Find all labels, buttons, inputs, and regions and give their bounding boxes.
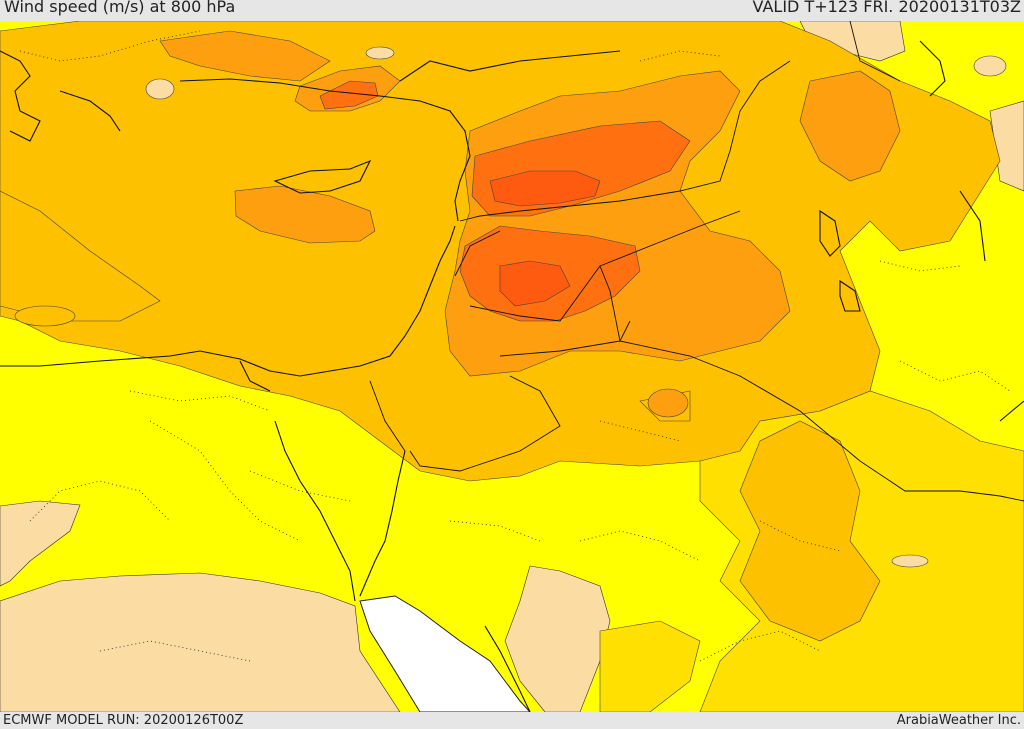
coastlines bbox=[0, 40, 1024, 712]
footer-bar: ECMWF MODEL RUN: 20200126T00Z ArabiaWeat… bbox=[0, 712, 1024, 729]
field-moderate-south-tongue bbox=[739, 420, 881, 642]
internal-boundaries bbox=[19, 30, 1011, 662]
field-blob-5 bbox=[365, 46, 395, 60]
field-lowest-arabia-west bbox=[504, 565, 611, 712]
map-title: Wind speed (m/s) at 800 hPa bbox=[4, 0, 236, 16]
field-lowest-sahara bbox=[0, 500, 81, 587]
weather-map bbox=[0, 21, 1024, 712]
field-peak-jordan bbox=[499, 260, 571, 307]
field-blob-3 bbox=[891, 554, 929, 568]
field-peak-syria bbox=[489, 170, 601, 207]
field-elevated-mediterranean bbox=[234, 185, 376, 244]
field-blob-4 bbox=[145, 78, 175, 100]
wind-speed-map-canvas bbox=[0, 21, 1024, 712]
field-blob-2 bbox=[647, 388, 689, 418]
credit-label: ArabiaWeather Inc. bbox=[896, 713, 1021, 728]
valid-time-label: VALID T+123 FRI. 20200131T03Z bbox=[752, 0, 1021, 16]
field-elevated-east-patch bbox=[799, 70, 901, 182]
field-alt-yellow-southcenter bbox=[599, 620, 701, 712]
model-run-label: ECMWF MODEL RUN: 20200126T00Z bbox=[3, 713, 244, 728]
header-bar: Wind speed (m/s) at 800 hPa VALID T+123 … bbox=[0, 0, 1024, 21]
field-blob-6 bbox=[973, 55, 1007, 77]
field-lowest-egypt-south bbox=[0, 572, 401, 712]
field-moderate-west-lobe bbox=[0, 190, 161, 322]
field-no-data-red-sea bbox=[359, 595, 531, 712]
field-blob-1 bbox=[14, 305, 76, 327]
country-borders bbox=[369, 21, 1024, 502]
field-alt-yellow-southeast bbox=[699, 390, 1024, 712]
field-elevated-north-strip bbox=[159, 30, 331, 82]
